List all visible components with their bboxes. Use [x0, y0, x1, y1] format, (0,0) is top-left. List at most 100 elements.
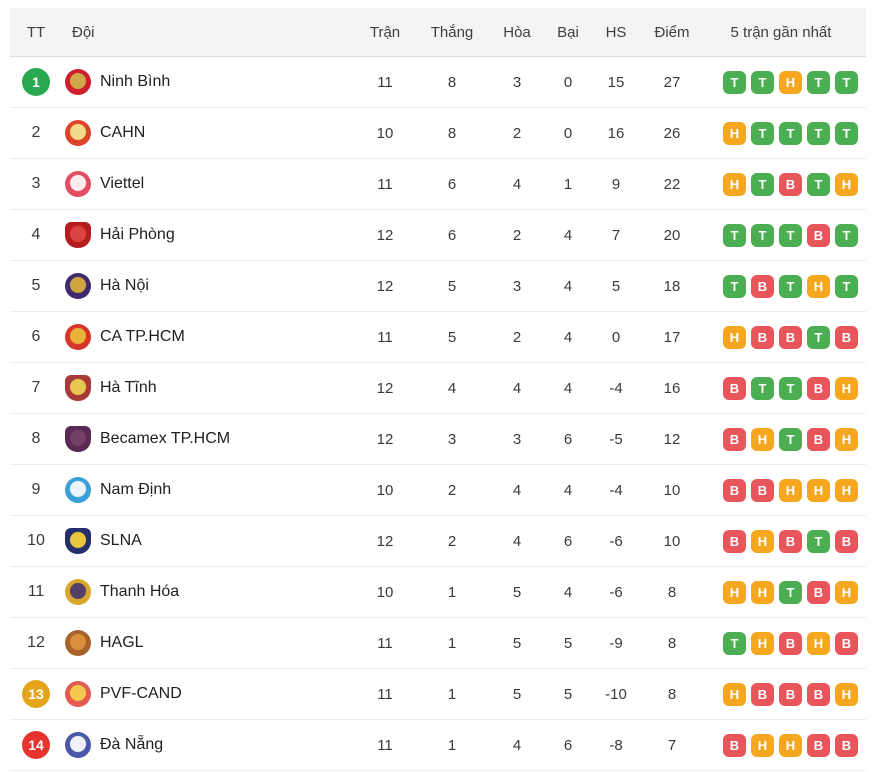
form-badge-H[interactable]: H [807, 478, 830, 502]
team-cell[interactable]: Ninh Bình [62, 69, 352, 95]
form-badge-T[interactable]: T [779, 580, 802, 604]
form-badge-B[interactable]: B [807, 682, 830, 706]
form-badge-H[interactable]: H [723, 172, 746, 196]
form-badge-B[interactable]: B [807, 580, 830, 604]
table-row[interactable]: 10 SLNA 12 2 4 6 -6 10 B H B T B [10, 516, 866, 567]
table-row[interactable]: 1 Ninh Bình 11 8 3 0 15 27 T T H T T [10, 57, 866, 108]
form-badge-B[interactable]: B [723, 427, 746, 451]
form-badge-T[interactable]: T [723, 70, 746, 94]
form-badge-B[interactable]: B [779, 682, 802, 706]
form-badge-B[interactable]: B [807, 376, 830, 400]
team-cell[interactable]: PVF-CAND [62, 681, 352, 707]
form-badge-H[interactable]: H [835, 376, 858, 400]
form-badge-H[interactable]: H [751, 631, 774, 655]
form-badge-T[interactable]: T [751, 121, 774, 145]
team-cell[interactable]: Nam Định [62, 477, 352, 503]
form-badge-H[interactable]: H [835, 172, 858, 196]
team-cell[interactable]: CA TP.HCM [62, 324, 352, 350]
team-cell[interactable]: Hà Nội [62, 273, 352, 299]
team-cell[interactable]: Hà Tĩnh [62, 375, 352, 401]
form-badge-H[interactable]: H [779, 733, 802, 757]
form-badge-H[interactable]: H [751, 427, 774, 451]
team-cell[interactable]: Đà Nẵng [62, 732, 352, 758]
form-badge-B[interactable]: B [751, 274, 774, 298]
form-badge-T[interactable]: T [751, 172, 774, 196]
form-badge-T[interactable]: T [835, 223, 858, 247]
form-badge-H[interactable]: H [723, 682, 746, 706]
form-badge-B[interactable]: B [723, 376, 746, 400]
form-badge-B[interactable]: B [779, 529, 802, 553]
form-badge-B[interactable]: B [723, 529, 746, 553]
form-badge-T[interactable]: T [723, 223, 746, 247]
table-row[interactable]: 7 Hà Tĩnh 12 4 4 4 -4 16 B T T B H [10, 363, 866, 414]
form-badge-T[interactable]: T [807, 121, 830, 145]
form-badge-H[interactable]: H [751, 580, 774, 604]
form-badge-T[interactable]: T [835, 70, 858, 94]
form-badge-B[interactable]: B [751, 325, 774, 349]
form-badge-H[interactable]: H [723, 580, 746, 604]
form-badge-B[interactable]: B [807, 427, 830, 451]
form-badge-T[interactable]: T [779, 121, 802, 145]
form-badge-B[interactable]: B [835, 733, 858, 757]
table-row[interactable]: 6 CA TP.HCM 11 5 2 4 0 17 H B B T B [10, 312, 866, 363]
form-badge-B[interactable]: B [835, 529, 858, 553]
form-badge-B[interactable]: B [835, 325, 858, 349]
team-cell[interactable]: HAGL [62, 630, 352, 656]
team-cell[interactable]: Viettel [62, 171, 352, 197]
team-name: Viettel [100, 175, 145, 192]
form-badge-T[interactable]: T [751, 376, 774, 400]
table-row[interactable]: 9 Nam Định 10 2 4 4 -4 10 B B H H H [10, 465, 866, 516]
table-row[interactable]: 4 Hải Phòng 12 6 2 4 7 20 T T T B T [10, 210, 866, 261]
form-badge-H[interactable]: H [807, 631, 830, 655]
form-badge-B[interactable]: B [779, 631, 802, 655]
form-badge-T[interactable]: T [779, 223, 802, 247]
form-badge-H[interactable]: H [835, 427, 858, 451]
form-badge-B[interactable]: B [779, 325, 802, 349]
form-badge-T[interactable]: T [807, 529, 830, 553]
form-badge-T[interactable]: T [835, 121, 858, 145]
stat-drawn: 4 [512, 175, 522, 193]
table-row[interactable]: 5 Hà Nội 12 5 3 4 5 18 T B T H T [10, 261, 866, 312]
form-badge-H[interactable]: H [779, 478, 802, 502]
table-row[interactable]: 11 Thanh Hóa 10 1 5 4 -6 8 H H T B H [10, 567, 866, 618]
table-row[interactable]: 8 Becamex TP.HCM 12 3 3 6 -5 12 B H T B H [10, 414, 866, 465]
form-badge-H[interactable]: H [751, 529, 774, 553]
table-row[interactable]: 12 HAGL 11 1 5 5 -9 8 T H B H B [10, 618, 866, 669]
form-badge-T[interactable]: T [807, 172, 830, 196]
form-badge-H[interactable]: H [835, 580, 858, 604]
form-badge-B[interactable]: B [751, 478, 774, 502]
form-badge-B[interactable]: B [807, 223, 830, 247]
form-badge-T[interactable]: T [779, 427, 802, 451]
form-badge-B[interactable]: B [807, 733, 830, 757]
form-badge-B[interactable]: B [751, 682, 774, 706]
form-badge-T[interactable]: T [723, 631, 746, 655]
form-badge-T[interactable]: T [779, 274, 802, 298]
form-badge-T[interactable]: T [723, 274, 746, 298]
form-badge-T[interactable]: T [807, 325, 830, 349]
form-badge-T[interactable]: T [835, 274, 858, 298]
form-badge-B[interactable]: B [723, 478, 746, 502]
form-badge-B[interactable]: B [723, 733, 746, 757]
form-badge-H[interactable]: H [835, 682, 858, 706]
form-badge-B[interactable]: B [835, 631, 858, 655]
form-badge-B[interactable]: B [779, 172, 802, 196]
form-badge-T[interactable]: T [807, 70, 830, 94]
table-row[interactable]: 13 PVF-CAND 11 1 5 5 -10 8 H B B B H [10, 669, 866, 720]
form-badge-H[interactable]: H [751, 733, 774, 757]
table-row[interactable]: 3 Viettel 11 6 4 1 9 22 H T B T H [10, 159, 866, 210]
form-badge-H[interactable]: H [779, 70, 802, 94]
form-badge-T[interactable]: T [751, 223, 774, 247]
form-badge-T[interactable]: T [751, 70, 774, 94]
team-cell[interactable]: Hải Phòng [62, 222, 352, 248]
team-cell[interactable]: CAHN [62, 120, 352, 146]
form-badge-T[interactable]: T [779, 376, 802, 400]
team-cell[interactable]: Becamex TP.HCM [62, 426, 352, 452]
form-badge-H[interactable]: H [835, 478, 858, 502]
table-row[interactable]: 14 Đà Nẵng 11 1 4 6 -8 7 B H H B B [10, 720, 866, 771]
form-badge-H[interactable]: H [807, 274, 830, 298]
team-cell[interactable]: SLNA [62, 528, 352, 554]
table-row[interactable]: 2 CAHN 10 8 2 0 16 26 H T T T T [10, 108, 866, 159]
form-badge-H[interactable]: H [723, 121, 746, 145]
form-badge-H[interactable]: H [723, 325, 746, 349]
team-cell[interactable]: Thanh Hóa [62, 579, 352, 605]
